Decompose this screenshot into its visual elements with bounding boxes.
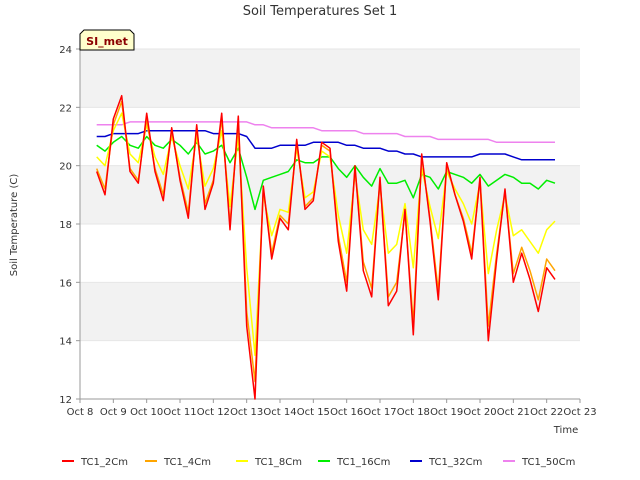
y-tick-label: 24 [59,45,72,56]
plot-band [80,282,580,341]
x-tick-label: Oct 12 [197,407,230,418]
annotation-label: SI_met [86,35,128,48]
x-tick-label: Oct 16 [330,407,363,418]
x-tick-label: Oct 23 [563,407,596,418]
x-tick-label: Oct 10 [130,407,163,418]
chart-title: Soil Temperatures Set 1 [243,4,398,19]
plot-band [80,49,580,108]
legend-label-tc1_8cm: TC1_8Cm [254,457,302,468]
y-tick-label: 22 [59,103,72,114]
legend-label-tc1_32cm: TC1_32Cm [428,457,482,468]
series-line-tc1_2cm [95,94,556,400]
x-tick-label: Oct 21 [497,407,530,418]
legend: TC1_2Cm TC1_4Cm TC1_8Cm TC1_16Cm TC1_32Cm TC1… [62,457,575,468]
x-tick-label: Oct 13 [230,407,263,418]
y-tick-label: 14 [59,337,72,348]
series-line-tc1_50cm [96,121,555,144]
legend-label-tc1_50cm: TC1_50Cm [521,457,575,468]
y-tick-label: 16 [59,278,72,289]
y-axis-label: Soil Temperature (C) [9,174,20,277]
series-lines [95,94,556,400]
x-tick-label: Oct 14 [263,407,296,418]
plot-band [80,224,580,283]
x-tick-label: Oct 9 [100,407,127,418]
series-line-tc1_32cm [96,129,555,161]
x-tick-label: Oct 20 [463,407,496,418]
x-tick-label: Oct 11 [163,407,196,418]
y-tick-label: 12 [59,395,72,406]
x-tick-label: Oct 8 [67,407,94,418]
legend-label-tc1_4cm: TC1_4Cm [163,457,211,468]
plot-band [80,340,580,399]
x-tick-label: Oct 15 [297,407,330,418]
y-tick-label: 18 [59,220,72,231]
legend-label-tc1_16cm: TC1_16Cm [336,457,390,468]
x-axis-label: Time [553,425,578,436]
y-tick-label: 20 [59,162,72,173]
x-tick-label: Oct 22 [530,407,563,418]
x-tick-label: Oct 19 [430,407,463,418]
x-tick-label: Oct 17 [363,407,396,418]
x-tick-label: Oct 18 [397,407,430,418]
legend-label-tc1_2cm: TC1_2Cm [80,457,128,468]
annotation-box-shape [79,29,135,51]
annotation-box: SI_met [79,29,135,51]
